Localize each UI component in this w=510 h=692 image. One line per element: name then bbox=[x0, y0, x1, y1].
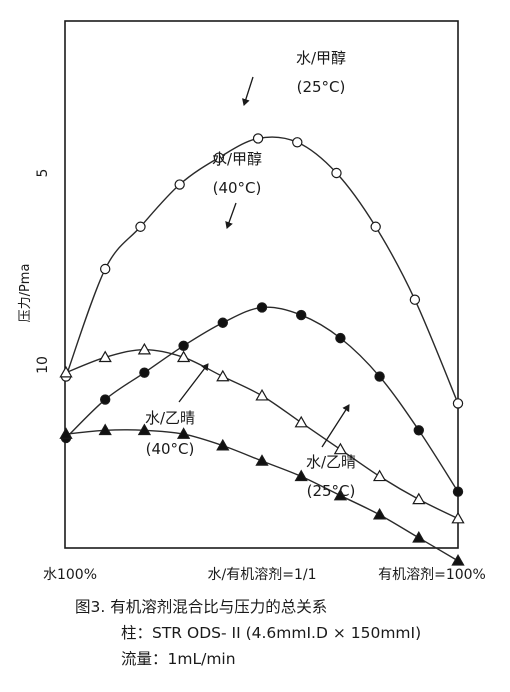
data-point bbox=[294, 469, 308, 482]
data-point bbox=[178, 340, 189, 351]
data-point bbox=[370, 221, 381, 232]
data-point bbox=[292, 137, 303, 148]
y-tick-label: 10 bbox=[35, 356, 51, 374]
data-point bbox=[256, 302, 268, 313]
data-point bbox=[139, 367, 150, 378]
data-point bbox=[98, 350, 112, 363]
data-point bbox=[331, 167, 342, 179]
y-tick-label: 5 bbox=[35, 169, 51, 178]
series-0 bbox=[60, 133, 464, 409]
x-tick-label: 有机溶剂=100% bbox=[378, 567, 486, 583]
annotation-label: 水/乙晴 bbox=[145, 409, 195, 427]
data-point bbox=[255, 388, 269, 401]
annotation-methanol-40: 水/甲醇 (40°C) bbox=[212, 150, 262, 229]
data-point bbox=[452, 486, 464, 497]
annotation-label: 水/乙晴 bbox=[306, 453, 356, 471]
data-point bbox=[99, 394, 111, 405]
annotation-label: (40°C) bbox=[146, 440, 195, 458]
data-point bbox=[412, 492, 426, 505]
column-spec: 柱：STR ODS- II (4.6mmI.D × 150mmI) bbox=[121, 624, 422, 642]
annotation-arrow bbox=[242, 76, 254, 106]
annotation-methanol-25: 水/甲醇 (25°C) bbox=[242, 49, 346, 106]
annotation-acetonitrile-40: 水/乙晴 (40°C) bbox=[145, 363, 209, 458]
data-point bbox=[452, 398, 464, 409]
data-point bbox=[98, 423, 112, 436]
x-tick-label: 水100% bbox=[43, 567, 97, 583]
data-point bbox=[216, 438, 230, 451]
annotation-label: 水/甲醇 bbox=[212, 150, 262, 168]
data-point bbox=[135, 221, 146, 232]
data-point bbox=[372, 469, 387, 482]
data-point bbox=[333, 442, 348, 455]
data-point bbox=[176, 427, 191, 439]
series-line bbox=[65, 136, 459, 404]
data-point bbox=[333, 488, 348, 501]
data-point bbox=[451, 554, 465, 566]
data-point bbox=[296, 309, 307, 321]
data-point bbox=[252, 133, 264, 144]
data-point bbox=[451, 511, 465, 524]
data-point bbox=[216, 369, 230, 382]
data-point bbox=[174, 179, 185, 190]
annotation-arrow bbox=[225, 202, 237, 229]
data-point bbox=[137, 342, 152, 355]
data-point bbox=[59, 427, 73, 439]
data-point bbox=[255, 454, 269, 466]
flow-rate: 流量：1mL/min bbox=[121, 650, 236, 668]
annotation-label: (40°C) bbox=[213, 179, 262, 197]
data-point bbox=[176, 350, 191, 363]
data-point bbox=[59, 365, 73, 378]
data-point bbox=[374, 371, 385, 382]
y-axis-label: 压力/Pma bbox=[18, 264, 33, 323]
annotation-label: (25°C) bbox=[297, 78, 346, 96]
annotation-label: 水/甲醇 bbox=[296, 49, 346, 67]
plot-frame bbox=[64, 20, 459, 549]
data-point bbox=[99, 263, 111, 275]
data-point bbox=[412, 530, 426, 543]
data-point bbox=[294, 415, 308, 428]
annotation-label: (25°C) bbox=[307, 482, 356, 500]
series-2 bbox=[59, 342, 465, 524]
annotation-arrow bbox=[321, 404, 350, 448]
data-point bbox=[409, 294, 421, 305]
data-point bbox=[372, 507, 387, 520]
data-point bbox=[137, 423, 152, 436]
series-1 bbox=[60, 302, 464, 497]
annotation-arrow bbox=[178, 363, 209, 403]
annotation-acetonitrile-25: 水/乙晴 (25°C) bbox=[306, 404, 356, 500]
figure-title: 图3. 有机溶剂混合比与压力的总关系 bbox=[75, 598, 328, 616]
data-point bbox=[213, 152, 225, 163]
series-layer bbox=[59, 133, 465, 566]
series-line bbox=[65, 348, 459, 520]
data-point bbox=[217, 317, 228, 328]
data-point bbox=[335, 332, 346, 344]
series-3 bbox=[59, 423, 465, 566]
x-tick-label: 水/有机溶剂=1/1 bbox=[208, 567, 317, 583]
series-line bbox=[65, 429, 459, 562]
data-point bbox=[413, 425, 424, 436]
